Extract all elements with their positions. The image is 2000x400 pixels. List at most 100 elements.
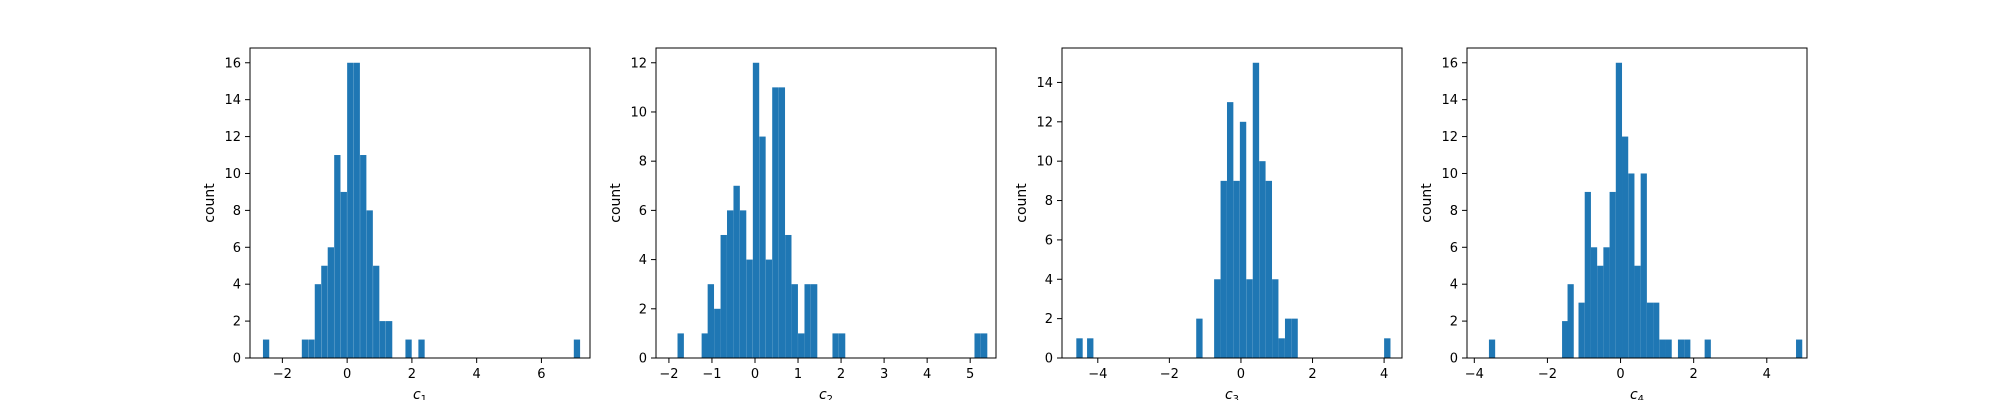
histogram-bar [707, 284, 715, 358]
histogram-bar [1622, 136, 1629, 358]
y-axis-label: count [608, 183, 624, 223]
histogram-bar [1646, 302, 1654, 358]
x-tick-label: 6 [537, 367, 545, 382]
x-tick-label: 4 [473, 367, 481, 382]
y-tick-label: 12 [1441, 130, 1458, 145]
histogram-bar [1226, 102, 1234, 358]
x-tick-label: 5 [966, 367, 974, 382]
axes-frame [655, 47, 997, 359]
histogram-bar [1196, 318, 1203, 358]
histogram-bar [804, 284, 811, 358]
x-tick-label: 1 [794, 367, 802, 382]
histogram-bar [405, 339, 412, 358]
histogram-bar [714, 308, 721, 358]
histogram-bar [739, 210, 747, 358]
x-tick-label: −2 [1538, 367, 1557, 382]
histogram-bar [778, 87, 786, 359]
histogram-bar [301, 339, 309, 358]
y-axis-label: count [1014, 183, 1030, 223]
histogram-bar [1233, 180, 1240, 358]
y-tick-label: 4 [639, 253, 647, 268]
y-tick-label: 8 [1450, 204, 1458, 219]
histogram-bar [1239, 121, 1247, 358]
histogram-bar [1265, 180, 1273, 358]
histogram-bar [1272, 279, 1279, 358]
histogram-bar [340, 191, 347, 358]
histogram-bar [1087, 338, 1094, 358]
x-tick-label: 0 [1237, 367, 1245, 382]
x-tick-label: −2 [1160, 367, 1179, 382]
y-tick-label: 2 [1045, 312, 1053, 327]
x-axis-label: c3 [1225, 387, 1239, 400]
histogram-bar [1665, 339, 1672, 358]
histogram-bar [1603, 247, 1610, 358]
y-tick-label: 0 [639, 352, 647, 367]
histogram-bar [785, 234, 792, 358]
histogram-bar [746, 259, 753, 358]
histogram-bar [262, 339, 270, 358]
chart-panel-1: −2 0 2 4 6 0 2 4 6 8 10 12 14 16 c1 count [202, 47, 591, 400]
y-tick-label: 12 [1036, 115, 1053, 130]
histogram-bar [1384, 338, 1391, 358]
histogram-bar [1562, 321, 1569, 358]
histogram-bar [765, 259, 773, 358]
histogram-bar [1076, 338, 1083, 358]
y-tick-label: 2 [639, 302, 647, 317]
histogram-bar [1677, 339, 1685, 358]
x-tick-label: 2 [837, 367, 845, 382]
histogram-bar [1578, 302, 1585, 358]
y-tick-label: 8 [233, 204, 241, 219]
x-tick-label: 0 [1616, 367, 1624, 382]
y-tick-label: 10 [630, 105, 647, 120]
histogram-bar [1259, 161, 1266, 358]
histogram-bar [1684, 339, 1691, 358]
x-tick-label: −1 [702, 367, 721, 382]
histogram-bar [1488, 339, 1496, 358]
y-tick-label: 2 [233, 315, 241, 330]
y-tick-label: 14 [1036, 76, 1053, 91]
histogram-bar [791, 284, 798, 358]
axes-frame [1466, 47, 1808, 359]
x-tick-label: −2 [273, 367, 292, 382]
y-tick-label: 6 [639, 204, 647, 219]
y-axis-label: count [1419, 183, 1435, 223]
x-tick-label: 4 [923, 367, 931, 382]
x-tick-label: 4 [1763, 367, 1771, 382]
histogram-bar [980, 333, 988, 358]
y-axis-label: count [202, 183, 218, 223]
histogram-bar [373, 265, 380, 358]
y-tick-label: 16 [1441, 56, 1458, 71]
axes-frame [249, 47, 591, 359]
x-axis-label: c1 [413, 387, 427, 400]
x-tick-label: 2 [1690, 367, 1698, 382]
y-tick-label: 12 [224, 130, 241, 145]
y-tick-label: 2 [1450, 315, 1458, 330]
x-tick-label: 0 [751, 367, 759, 382]
histogram-bar [727, 210, 734, 358]
y-tick-label: 8 [639, 155, 647, 170]
histogram-bar [810, 284, 818, 358]
histogram-bar [347, 62, 354, 358]
y-tick-label: 0 [1450, 352, 1458, 367]
y-tick-label: 16 [224, 56, 241, 71]
y-tick-label: 10 [1441, 167, 1458, 182]
histogram-bar [733, 185, 740, 358]
histogram-bar [386, 321, 393, 358]
x-tick-label: −4 [1465, 367, 1484, 382]
y-tick-label: 10 [224, 167, 241, 182]
y-tick-label: 4 [1045, 273, 1053, 288]
histogram-bar [974, 333, 981, 358]
y-tick-label: 0 [233, 352, 241, 367]
histogram-bar [327, 247, 334, 358]
histogram-bar [1615, 62, 1623, 358]
histogram-bar [1584, 191, 1591, 358]
histogram-bar [759, 136, 766, 358]
histogram-bar [798, 333, 805, 358]
y-tick-label: 4 [1450, 278, 1458, 293]
x-axis-label: c4 [1630, 387, 1644, 400]
histogram-bar [1246, 279, 1253, 358]
histogram-bar [1659, 339, 1666, 358]
x-tick-label: 4 [1380, 367, 1388, 382]
